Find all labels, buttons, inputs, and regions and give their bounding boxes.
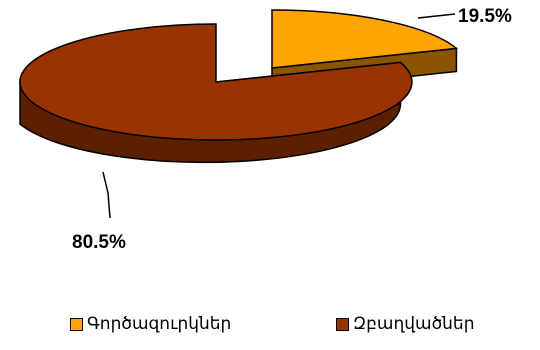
pie-slices (19, 9, 459, 164)
leader-line-employed (102, 171, 111, 219)
legend-swatch-unemployed (70, 317, 83, 331)
slice-top-unemployed (271, 9, 459, 69)
legend-label-unemployed: Գործազուրկներ (87, 314, 232, 334)
data-label-unemployed: 19.5% (458, 6, 512, 27)
legend: Գործազուրկներ Զբաղվածներ (0, 314, 540, 344)
leader-line-unemployed (417, 13, 456, 19)
legend-label-employed: Զբաղվածներ (353, 314, 475, 334)
pie-data-labels: 19.5% 80.5% (72, 6, 512, 253)
slice-top-employed (19, 23, 413, 141)
pie-chart: 19.5% 80.5% (19, 6, 512, 253)
data-label-employed: 80.5% (72, 232, 126, 253)
legend-item-unemployed: Գործազուրկներ (70, 314, 231, 334)
legend-item-employed: Զբաղվածներ (336, 314, 474, 334)
legend-swatch-employed (336, 317, 349, 331)
